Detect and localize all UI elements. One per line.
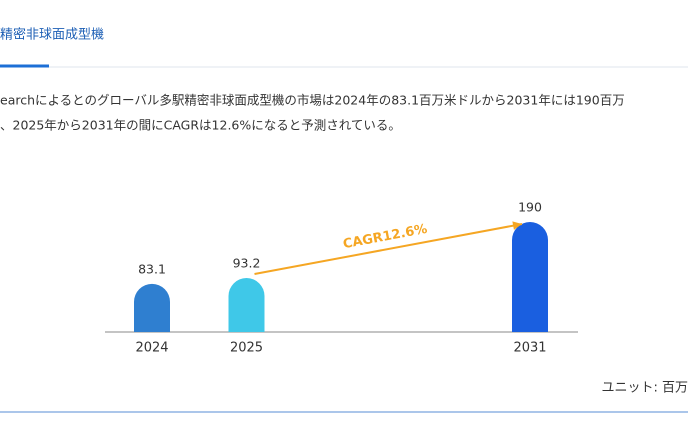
bar	[134, 283, 170, 332]
cagr-label: CAGR12.6%	[342, 222, 429, 252]
paragraph-line: earchによるとのグローバル多駅精密非球面成型機の市場は2024年の83.1百…	[0, 93, 625, 108]
bar	[512, 222, 548, 332]
data-label: 83.1	[138, 261, 166, 276]
cagr-arrowhead	[512, 221, 522, 230]
x-tick-label: 2031	[513, 341, 546, 356]
x-tick-label: 2025	[230, 341, 263, 356]
x-tick-label: 2024	[135, 341, 168, 356]
data-label: 190	[518, 200, 542, 215]
bar	[228, 278, 265, 332]
data-label: 93.2	[233, 256, 261, 271]
tab-title: 精密非球面成型機	[0, 27, 104, 43]
paragraph-line: 、2025年から2031年の間にCAGRは12.6%になると予測されている。	[0, 118, 401, 133]
unit-label: ユニット: 百万	[601, 381, 688, 396]
cagr-arrow	[254, 223, 523, 276]
